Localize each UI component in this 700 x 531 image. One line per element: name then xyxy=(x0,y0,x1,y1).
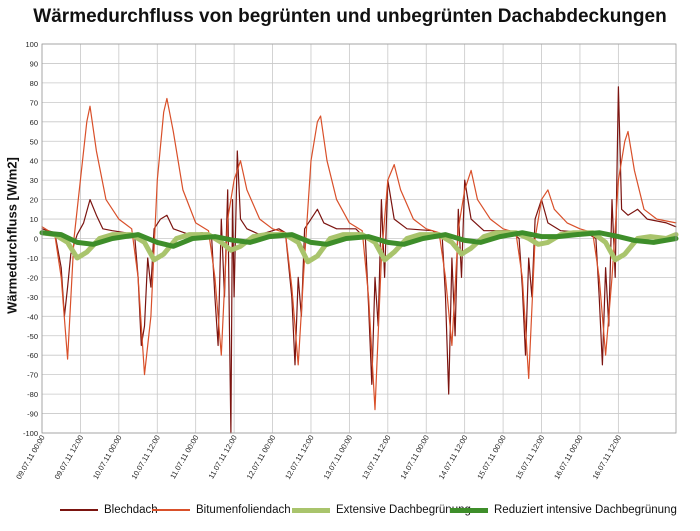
y-tick-label: 60 xyxy=(30,118,38,127)
y-tick-label: -30 xyxy=(27,293,38,302)
legend-label: Extensive Dachbegrünung xyxy=(336,504,471,516)
x-tick-label: 12.07.11 00:00 xyxy=(245,434,278,481)
x-tick-label: 15.07.11 12:00 xyxy=(514,434,547,481)
series-line-0 xyxy=(41,86,677,434)
y-tick-label: 30 xyxy=(30,176,38,185)
y-tick-label: 90 xyxy=(30,59,38,68)
legend-item-2: Extensive Dachbegrünung xyxy=(292,504,471,516)
y-tick-label: 0 xyxy=(34,235,38,244)
x-tick-label: 10.07.11 12:00 xyxy=(129,434,162,481)
series-line-1 xyxy=(41,97,677,411)
x-tick-label: 14.07.11 12:00 xyxy=(437,433,470,480)
legend-swatch xyxy=(152,509,190,511)
y-tick-label: -60 xyxy=(27,351,38,360)
plot-frame xyxy=(41,43,677,434)
x-tick-label: 11.07.11 12:00 xyxy=(207,434,239,481)
y-tick-label: -50 xyxy=(27,332,38,341)
y-tick-label: 40 xyxy=(30,157,38,166)
x-tick-label: 12.07.11 12:00 xyxy=(283,434,316,481)
legend-swatch xyxy=(450,507,488,513)
y-tick-label: -20 xyxy=(27,273,38,282)
x-tick-label: 11.07.11 00:00 xyxy=(168,434,200,481)
y-tick-label: -40 xyxy=(27,312,38,321)
legend-item-0: Blechdach xyxy=(60,504,158,516)
series-line-3 xyxy=(39,230,679,249)
y-tick-label: 70 xyxy=(30,98,38,107)
legend-label: Bitumenfoliendach xyxy=(196,504,291,516)
x-tick-label: 13.07.11 00:00 xyxy=(322,434,355,481)
x-tick-label: 15.07.11 00:00 xyxy=(475,434,508,481)
y-tick-label: -100 xyxy=(23,429,38,438)
y-tick-label: 80 xyxy=(30,79,38,88)
legend-swatch xyxy=(60,509,98,511)
y-tick-label: -90 xyxy=(27,410,38,419)
x-tick-label: 14.07.11 00:00 xyxy=(398,434,431,481)
legend-swatch xyxy=(292,507,330,513)
y-tick-label: -10 xyxy=(27,254,38,263)
y-tick-label: 20 xyxy=(30,196,38,205)
x-tick-label: 10.07.11 00:00 xyxy=(91,434,124,481)
legend-item-1: Bitumenfoliendach xyxy=(152,504,291,516)
y-tick-label: 50 xyxy=(30,137,38,146)
x-tick-label: 09.07.11 00:00 xyxy=(14,434,47,481)
x-tick-label: 16.07.11 12:00 xyxy=(591,434,624,481)
y-tick-label: 10 xyxy=(30,215,38,224)
x-tick-label: 09.07.11 12:00 xyxy=(53,434,86,481)
legend-label: Reduziert intensive Dachbegrünung xyxy=(494,504,677,516)
y-tick-label: -70 xyxy=(27,371,38,380)
y-tick-label: -80 xyxy=(27,390,38,399)
legend-label: Blechdach xyxy=(104,504,158,516)
x-tick-label: 16.07.11 00:00 xyxy=(552,434,585,481)
x-tick-label: 13.07.11 12:00 xyxy=(360,434,393,481)
legend-item-3: Reduziert intensive Dachbegrünung xyxy=(450,504,677,516)
y-tick-label: 100 xyxy=(25,40,38,49)
legend: Blechdach Bitumenfoliendach Extensive Dach… xyxy=(0,504,700,524)
chart-title: Wärmedurchfluss von begrünten und unbegr… xyxy=(33,6,667,27)
